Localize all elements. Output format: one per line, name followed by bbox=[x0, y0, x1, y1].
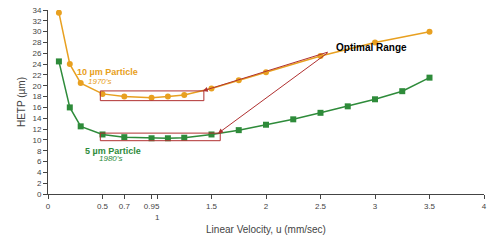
svg-text:20: 20 bbox=[32, 82, 41, 91]
svg-text:3: 3 bbox=[373, 202, 378, 211]
svg-text:5 µm Particle: 5 µm Particle bbox=[85, 146, 141, 156]
svg-text:10: 10 bbox=[32, 136, 41, 145]
svg-text:10 µm Particle: 10 µm Particle bbox=[77, 67, 138, 77]
svg-text:HETP (µm): HETP (µm) bbox=[16, 77, 27, 127]
svg-text:0: 0 bbox=[37, 190, 42, 199]
svg-text:8: 8 bbox=[37, 147, 42, 156]
svg-text:26: 26 bbox=[32, 49, 41, 58]
svg-text:Optimal Range: Optimal Range bbox=[336, 42, 407, 53]
svg-text:28: 28 bbox=[32, 38, 41, 47]
svg-text:30: 30 bbox=[32, 27, 41, 36]
svg-text:2.5: 2.5 bbox=[315, 202, 327, 211]
svg-text:14: 14 bbox=[32, 114, 41, 123]
svg-text:0: 0 bbox=[46, 202, 51, 211]
svg-text:Linear Velocity, u (mm/sec): Linear Velocity, u (mm/sec) bbox=[206, 224, 326, 235]
svg-text:1980’s: 1980’s bbox=[99, 154, 122, 163]
svg-text:24: 24 bbox=[32, 60, 41, 69]
svg-text:16: 16 bbox=[32, 103, 41, 112]
svg-text:1.5: 1.5 bbox=[206, 202, 218, 211]
svg-text:0.95: 0.95 bbox=[144, 202, 160, 211]
svg-text:34: 34 bbox=[32, 6, 41, 15]
svg-text:1: 1 bbox=[155, 213, 160, 222]
svg-text:0.5: 0.5 bbox=[97, 202, 109, 211]
svg-text:4: 4 bbox=[482, 202, 487, 211]
svg-text:22: 22 bbox=[32, 71, 41, 80]
svg-text:1970’s: 1970’s bbox=[88, 77, 111, 86]
svg-text:6: 6 bbox=[37, 157, 42, 166]
svg-text:2: 2 bbox=[37, 179, 42, 188]
svg-text:3.5: 3.5 bbox=[424, 202, 436, 211]
svg-text:32: 32 bbox=[32, 17, 41, 26]
svg-text:4: 4 bbox=[37, 168, 42, 177]
svg-text:18: 18 bbox=[32, 92, 41, 101]
svg-text:12: 12 bbox=[32, 125, 41, 134]
svg-text:2: 2 bbox=[264, 202, 269, 211]
svg-text:0.7: 0.7 bbox=[119, 202, 131, 211]
